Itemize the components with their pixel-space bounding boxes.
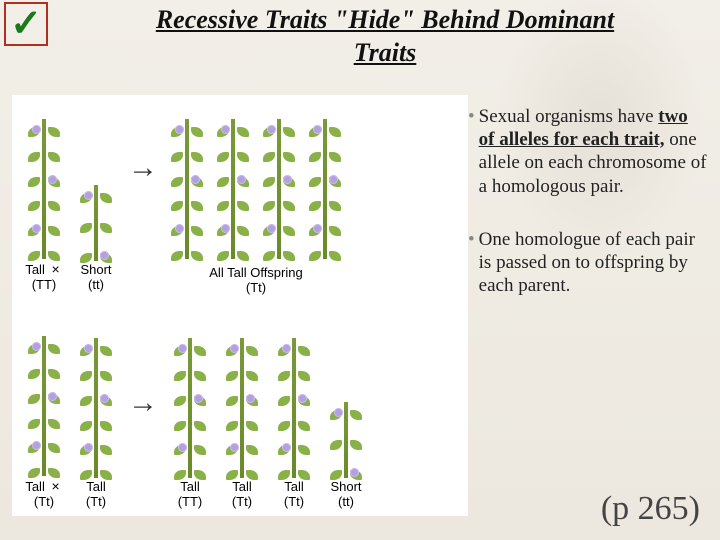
bullet-2: • One homologue of each pair is passed o…	[468, 228, 708, 298]
offspring-row-1: All Tall Offspring (Tt)	[164, 119, 348, 259]
label-Tt: (Tt)	[34, 494, 54, 509]
parent-cross-2: Tall × (Tt) Tall (Tt)	[18, 336, 122, 510]
title-line-2: Traits	[354, 38, 417, 67]
parent-tall-Tt-2: Tall (Tt)	[70, 338, 122, 510]
bullet-list: • Sexual organisms have two of alleles f…	[468, 105, 708, 327]
arrow-icon: →	[128, 386, 158, 420]
page-reference: (p 265)	[601, 490, 700, 528]
page-title: Recessive Traits "Hide" Behind Dominant …	[60, 4, 710, 69]
label-tt: (tt)	[88, 277, 104, 292]
offspring-tt: Short(tt)	[320, 402, 372, 510]
label-TT: (TT)	[32, 277, 57, 292]
title-line-1: Recessive Traits "Hide" Behind Dominant	[156, 5, 614, 34]
bullet-dot: •	[468, 105, 475, 198]
parent-short-tt: Short (tt)	[70, 185, 122, 293]
bullet-1-pre: Sexual organisms have	[479, 106, 659, 127]
label-Tt: (Tt)	[86, 494, 106, 509]
bullet-1: • Sexual organisms have two of alleles f…	[468, 105, 708, 198]
checkmark-icon: ✓	[10, 5, 42, 43]
genotype: (Tt)	[232, 494, 252, 509]
genetics-diagram: Tall × (TT) Short (tt) → All Tall Offspr…	[12, 95, 468, 516]
offspring-TT: Tall(TT)	[164, 338, 216, 510]
parent-cross-1: Tall × (TT) Short (tt)	[18, 119, 122, 293]
offspring-Tt-1: Tall(Tt)	[216, 338, 268, 510]
offspring-1-genotype: (Tt)	[246, 280, 266, 295]
genotype: (tt)	[338, 494, 354, 509]
parent-tall-TT: Tall × (TT)	[18, 119, 70, 293]
bullet-1-text: Sexual organisms have two of alleles for…	[479, 105, 708, 198]
genotype: (TT)	[178, 494, 203, 509]
genotype: (Tt)	[284, 494, 304, 509]
diagram-row-2: Tall × (Tt) Tall (Tt) → Tall(TT) Tall(Tt…	[18, 300, 462, 510]
parent-tall-Tt-1: Tall × (Tt)	[18, 336, 70, 510]
arrow-icon: →	[128, 151, 158, 185]
bullet-dot: •	[468, 228, 475, 298]
diagram-row-1: Tall × (TT) Short (tt) → All Tall Offspr…	[18, 101, 462, 296]
offspring-Tt-2: Tall(Tt)	[268, 338, 320, 510]
checkmark-box: ✓	[4, 2, 48, 46]
offspring-1-label: All Tall Offspring	[209, 265, 302, 280]
bullet-2-text: One homologue of each pair is passed on …	[479, 228, 708, 298]
